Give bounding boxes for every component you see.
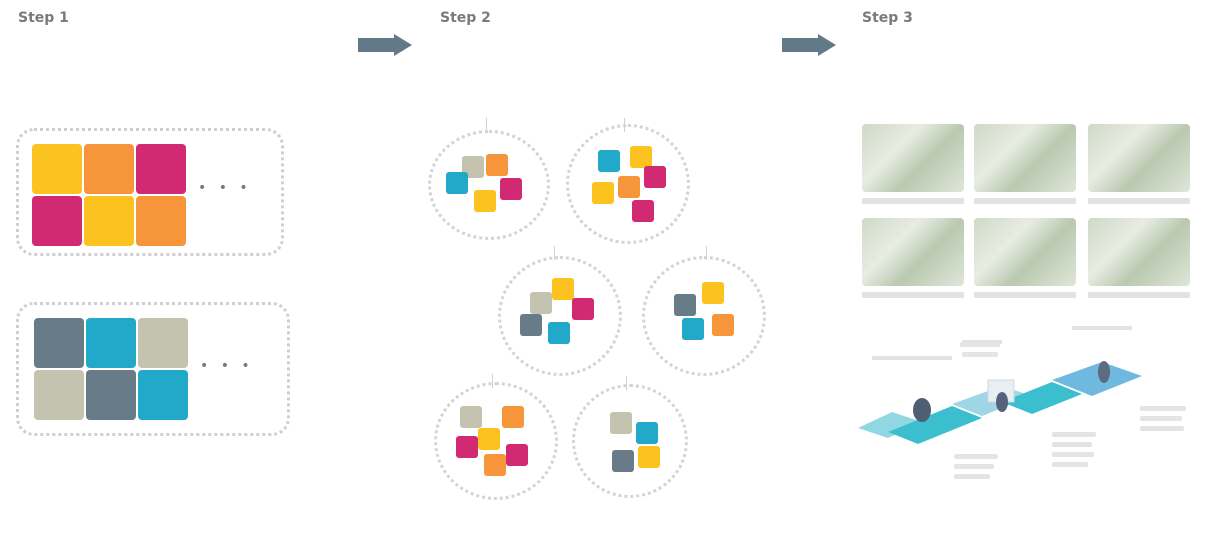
cluster-swatch xyxy=(484,454,506,476)
swatch-cyan xyxy=(138,370,188,420)
cool-palette-panel xyxy=(16,302,290,436)
cluster-connector xyxy=(554,246,555,260)
cluster-swatch xyxy=(610,412,632,434)
cluster-swatch xyxy=(632,200,654,222)
scene-photo xyxy=(974,124,1076,192)
photo-caption xyxy=(862,198,964,204)
cluster-swatch xyxy=(612,450,634,472)
color-cluster xyxy=(434,382,558,500)
cluster-connector xyxy=(706,246,707,260)
route-segment xyxy=(1002,382,1082,414)
route-segment xyxy=(1052,362,1142,396)
scene-photo xyxy=(862,124,964,192)
color-cluster xyxy=(572,384,688,498)
warm-palette-panel xyxy=(16,128,284,256)
annotation-line xyxy=(954,474,990,479)
cluster-swatch xyxy=(502,406,524,428)
cluster-swatch xyxy=(552,278,574,300)
cluster-swatch xyxy=(530,292,552,314)
annotation-line xyxy=(954,464,994,469)
annotation-line xyxy=(1052,462,1088,467)
cluster-swatch xyxy=(486,154,508,176)
cluster-swatch xyxy=(478,428,500,450)
cluster-swatch xyxy=(712,314,734,336)
step-1-title: Step 1 xyxy=(18,10,69,26)
photo-caption xyxy=(974,198,1076,204)
color-cluster xyxy=(566,124,690,244)
swatch-magenta xyxy=(136,144,186,194)
cluster-connector xyxy=(486,118,487,132)
photo-caption xyxy=(1088,292,1190,298)
cluster-swatch xyxy=(446,172,468,194)
cluster-swatch xyxy=(702,282,724,304)
scene-photo xyxy=(1088,218,1190,286)
cluster-swatch xyxy=(592,182,614,204)
color-cluster xyxy=(642,256,766,376)
swatch-cyan xyxy=(86,318,136,368)
cluster-swatch xyxy=(460,406,482,428)
cluster-swatch xyxy=(506,444,528,466)
color-cluster xyxy=(498,256,622,376)
cluster-swatch xyxy=(520,314,542,336)
cluster-swatch xyxy=(572,298,594,320)
swatch-orange xyxy=(136,196,186,246)
swatch-beige xyxy=(138,318,188,368)
step-3-header: Step 3 xyxy=(862,10,1202,32)
arrow-right-icon xyxy=(358,34,412,56)
cluster-swatch xyxy=(682,318,704,340)
ellipsis: • • • xyxy=(198,180,252,196)
cluster-swatch xyxy=(456,436,478,458)
cluster-swatch xyxy=(636,422,658,444)
step-2-title: Step 2 xyxy=(440,10,491,26)
arrow-right-icon xyxy=(782,34,836,56)
swatch-slate xyxy=(86,370,136,420)
cluster-swatch xyxy=(618,176,640,198)
swatch-magenta xyxy=(32,196,82,246)
cluster-swatch xyxy=(548,322,570,344)
cluster-swatch xyxy=(644,166,666,188)
swatch-slate xyxy=(34,318,84,368)
cluster-connector xyxy=(492,374,493,388)
figure-icon xyxy=(913,398,931,422)
photo-caption xyxy=(974,292,1076,298)
route-segment xyxy=(858,412,922,438)
swatch-orange xyxy=(84,144,134,194)
annotation-line xyxy=(1052,452,1094,457)
route-segment xyxy=(888,406,982,444)
cluster-connector xyxy=(626,376,627,390)
scene-photo xyxy=(1088,124,1190,192)
figure-icon xyxy=(996,392,1008,412)
annotation-line xyxy=(1140,416,1182,421)
cluster-swatch xyxy=(598,150,620,172)
figure-icon xyxy=(1098,361,1110,383)
route-illustration xyxy=(858,326,1142,444)
scene-photo xyxy=(862,218,964,286)
swatch-yellow xyxy=(84,196,134,246)
color-cluster xyxy=(428,130,550,240)
cluster-swatch xyxy=(674,294,696,316)
ellipsis: • • • xyxy=(200,358,254,374)
scene-photo xyxy=(974,218,1076,286)
annotation-line xyxy=(1052,432,1096,437)
annotation-line xyxy=(962,352,998,357)
annotation-line xyxy=(1140,426,1184,431)
annotation-line xyxy=(1052,442,1092,447)
annotation-line xyxy=(1140,406,1186,411)
cluster-swatch xyxy=(500,178,522,200)
cluster-swatch xyxy=(630,146,652,168)
cluster-swatch xyxy=(638,446,660,468)
swatch-beige xyxy=(34,370,84,420)
step-3-title: Step 3 xyxy=(862,10,913,26)
step-2-header: Step 2 xyxy=(440,10,770,32)
photo-caption xyxy=(1088,198,1190,204)
photo-caption xyxy=(862,292,964,298)
cluster-swatch xyxy=(474,190,496,212)
annotation-line xyxy=(954,454,998,459)
step-1-header: Step 1 xyxy=(18,10,328,32)
swatch-yellow xyxy=(32,144,82,194)
annotation-line xyxy=(960,342,1000,347)
